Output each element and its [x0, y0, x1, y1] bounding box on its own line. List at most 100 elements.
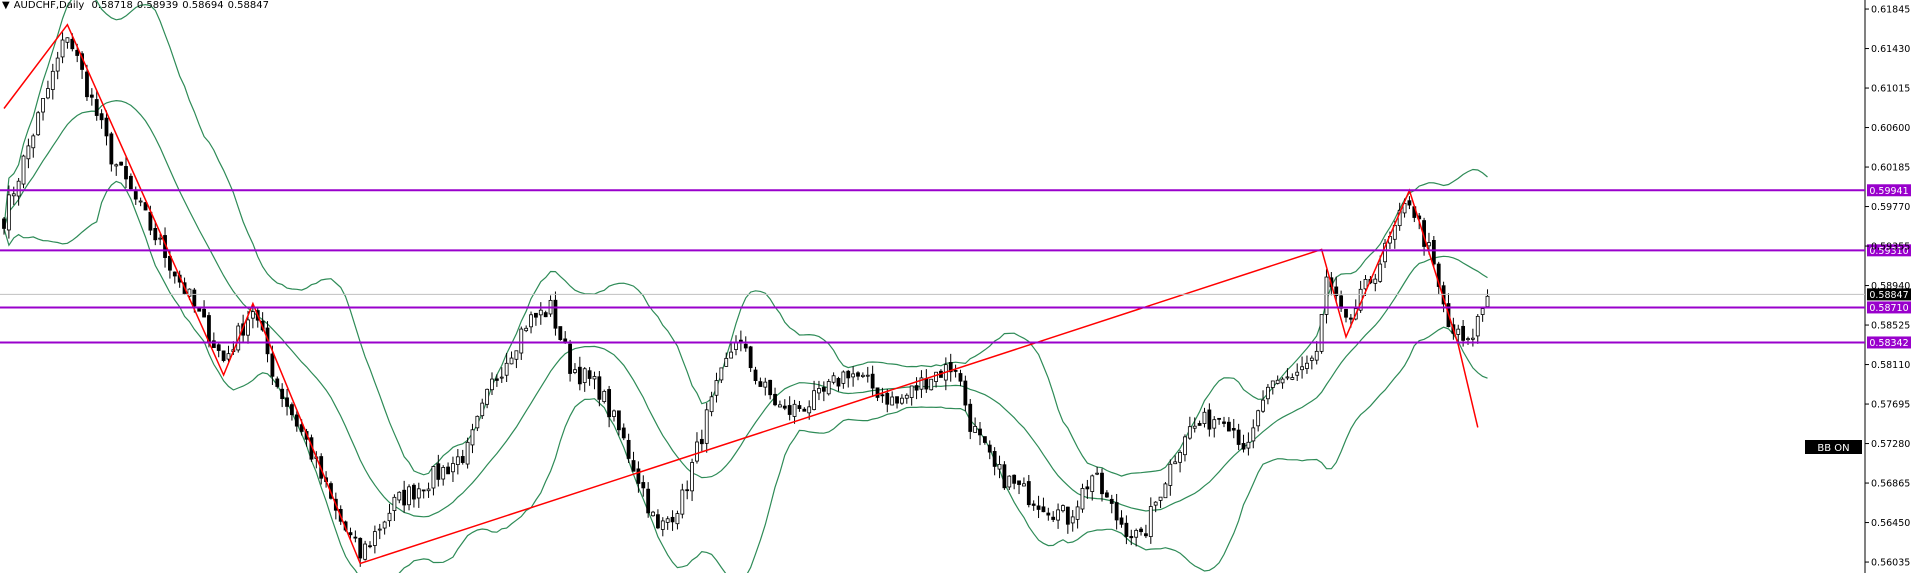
candle-body [987, 444, 992, 453]
candle-body [812, 390, 816, 410]
candle-body [1466, 338, 1470, 341]
symbol-timeframe: AUDCHF,Daily [13, 0, 85, 11]
candle-body [1085, 486, 1090, 490]
candle-body [1251, 427, 1256, 442]
candle-body [1046, 512, 1051, 516]
candle-body [690, 462, 694, 492]
candle-body [75, 49, 80, 56]
candle-body [743, 343, 748, 349]
candle-body [1041, 506, 1046, 513]
candles [2, 32, 1490, 567]
candle-body [670, 516, 675, 523]
candle-body [1300, 366, 1304, 371]
candle-body [60, 39, 65, 58]
candle-body [529, 314, 533, 328]
candle-body [392, 496, 397, 512]
candle-body [407, 486, 411, 506]
level-price-label: 0.58342 [1869, 338, 1908, 349]
candle-body [26, 145, 31, 160]
candle-body [978, 428, 982, 436]
candle-body [1485, 295, 1490, 308]
price-tick-label: 0.58525 [1871, 321, 1910, 332]
candle-body [485, 388, 490, 405]
ohlc-open: 0.58718 [91, 0, 133, 11]
candle-body [1363, 279, 1368, 290]
candle-body [909, 385, 914, 398]
candle-body [519, 328, 524, 354]
candle-body [372, 531, 377, 546]
candle-body [1378, 263, 1383, 282]
price-tick-label: 0.60600 [1871, 123, 1910, 134]
candle-body [904, 394, 909, 399]
candle-body [612, 410, 616, 417]
candle-body [841, 371, 846, 384]
candle-body [1080, 488, 1085, 510]
candle-body [1456, 328, 1461, 335]
bb-toggle-button[interactable]: BB ON [1805, 440, 1862, 454]
candle-body [1480, 308, 1485, 315]
price-tick-label: 0.57280 [1871, 439, 1910, 450]
candle-body [85, 71, 89, 98]
candle-body [16, 180, 21, 197]
candle-body [860, 374, 865, 377]
ohlc-close: 0.58847 [227, 0, 269, 11]
candle-body [724, 357, 729, 367]
candle-body [294, 414, 299, 427]
candle-body [1153, 501, 1158, 506]
candle-body [543, 312, 548, 318]
candle-body [128, 175, 133, 190]
candle-body [1344, 308, 1348, 318]
candle-body [1012, 474, 1017, 484]
candle-body [660, 520, 665, 530]
candle-body [982, 436, 987, 443]
candle-body [890, 396, 895, 406]
level-price-tag [1867, 184, 1911, 197]
candle-body [446, 466, 450, 475]
candle-body [699, 438, 704, 445]
candle-body [1061, 505, 1065, 512]
candle-body [221, 350, 226, 361]
bb-toggle-bg[interactable] [1805, 440, 1862, 454]
candle-body [1231, 428, 1236, 431]
candle-body [646, 488, 651, 514]
zigzag-line[interactable] [3, 23, 1479, 565]
candle-body [1222, 421, 1226, 424]
horizontal-levels[interactable]: 0.59941 0.59310 0.58710 0.58342 [0, 184, 1911, 349]
candle-body [895, 396, 899, 404]
candle-body [1070, 516, 1075, 524]
candle-body [153, 228, 158, 241]
candle-body [597, 376, 602, 400]
candle-body [607, 389, 612, 418]
candle-body [124, 166, 128, 180]
candle-body [1207, 409, 1212, 430]
candle-body [46, 88, 50, 99]
candle-body [631, 460, 636, 472]
candle-body [685, 489, 690, 492]
candle-body [738, 339, 743, 343]
candle-body [704, 409, 709, 444]
candle-body [1290, 377, 1295, 380]
collapse-arrow-icon[interactable]: ▼ [2, 0, 10, 11]
candle-body [1461, 325, 1466, 341]
candle-body [246, 319, 250, 336]
candle-body [1212, 419, 1217, 429]
price-tick-label: 0.61015 [1871, 84, 1910, 95]
candle-body [534, 312, 538, 318]
candle-body [270, 353, 275, 377]
candle-body [807, 406, 812, 414]
candle-body [138, 200, 143, 203]
candle-body [885, 392, 890, 405]
candle-body [1427, 242, 1431, 247]
candle-body [197, 307, 202, 312]
candle-body [641, 482, 646, 489]
candle-body [1270, 380, 1275, 388]
candle-body [285, 397, 289, 407]
candle-body [592, 376, 597, 380]
candle-body [1065, 506, 1070, 525]
candle-body [275, 378, 280, 387]
bb-toggle-label[interactable]: BB ON [1817, 443, 1849, 454]
candle-body [817, 388, 821, 394]
level-price-tag [1867, 301, 1911, 314]
